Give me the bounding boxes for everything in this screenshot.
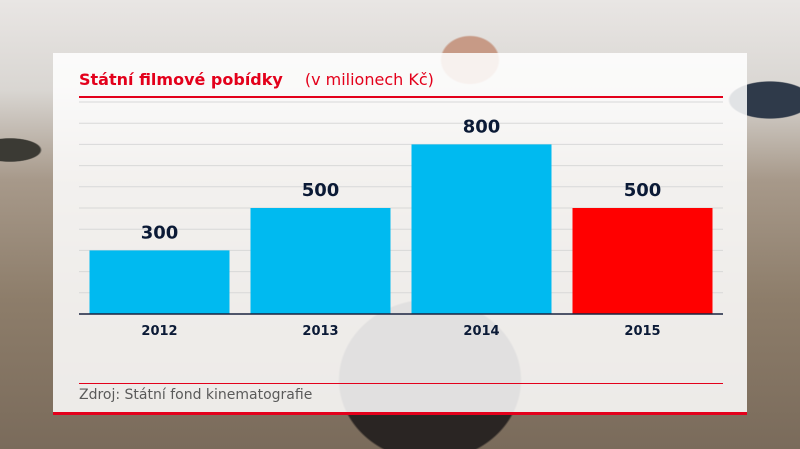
data-label-2012: 300 xyxy=(141,222,179,243)
bar-2013 xyxy=(250,208,391,314)
bar-2014 xyxy=(411,144,552,314)
x-tick-2015: 2015 xyxy=(624,324,660,339)
chart-subtitle: (v milionech Kč) xyxy=(304,70,434,89)
bar-2015 xyxy=(572,208,713,314)
x-tick-2013: 2013 xyxy=(302,324,338,339)
data-label-2015: 500 xyxy=(624,180,662,201)
chart-source: Zdroj: Státní fond kinematografie xyxy=(79,387,313,403)
panel-bottom-line xyxy=(53,412,747,415)
x-tick-2012: 2012 xyxy=(141,324,177,339)
source-divider xyxy=(79,383,723,384)
chart-title: Státní filmové pobídky (v milionech Kč) xyxy=(79,70,434,89)
data-label-2014: 800 xyxy=(463,116,501,137)
title-divider xyxy=(79,96,723,98)
chart-title-text: Státní filmové pobídky xyxy=(79,70,283,89)
x-tick-2014: 2014 xyxy=(463,324,499,339)
bar-2012 xyxy=(89,250,230,314)
data-label-2013: 500 xyxy=(302,180,340,201)
